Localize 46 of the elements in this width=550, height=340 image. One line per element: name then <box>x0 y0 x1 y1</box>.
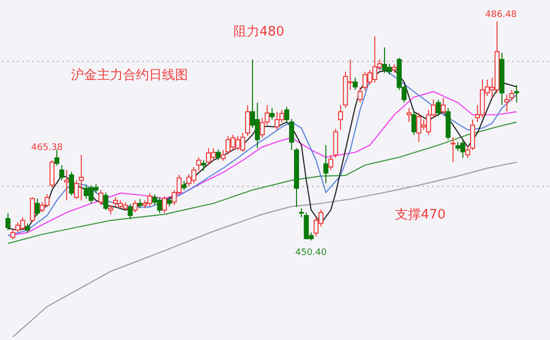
candlestick <box>162 196 167 214</box>
candlestick <box>440 97 446 114</box>
candlestick <box>284 106 290 123</box>
candlestick <box>220 149 226 162</box>
candlestick <box>298 208 304 218</box>
candlestick <box>470 119 476 150</box>
candlestick <box>338 104 344 130</box>
candlestick <box>323 144 328 184</box>
candlestick <box>436 99 441 116</box>
candlestick <box>201 160 206 172</box>
candlestick <box>270 108 275 120</box>
annotation: 465.38 <box>31 143 64 153</box>
candlestick <box>69 171 74 196</box>
candlestick <box>64 170 70 201</box>
candlestick <box>465 145 470 158</box>
candlestick <box>128 204 133 220</box>
candlestick <box>245 104 250 136</box>
text: 沪金主力合约日线图 <box>71 67 188 83</box>
candlestick <box>216 148 221 161</box>
ref-line-label: 支撑470 <box>394 207 446 222</box>
candlestick <box>30 196 35 223</box>
candlestick <box>108 204 114 215</box>
candlestick <box>358 86 363 104</box>
candlestick <box>25 222 30 234</box>
candlestick <box>450 136 456 163</box>
candlestick <box>49 160 54 188</box>
candlestick <box>514 84 520 104</box>
annotation: 450.40 <box>295 248 328 258</box>
candlestick <box>182 180 187 191</box>
candlestick <box>59 164 64 181</box>
candlestick <box>78 154 84 201</box>
candlestick <box>138 198 143 209</box>
candlestick <box>54 148 60 166</box>
candlestick <box>34 198 40 216</box>
candlestick <box>166 196 172 207</box>
annotation: 486.48 <box>485 10 518 20</box>
candlestick <box>406 108 412 123</box>
candlestick <box>289 118 294 150</box>
ref-line-label: 阻力480 <box>233 24 284 40</box>
candlestick <box>5 212 10 231</box>
candlestick <box>411 111 416 136</box>
candlestick <box>103 192 108 211</box>
candlestick <box>98 190 104 206</box>
candlestick <box>74 180 79 200</box>
candlestick <box>352 77 358 90</box>
candlestick <box>132 200 138 213</box>
